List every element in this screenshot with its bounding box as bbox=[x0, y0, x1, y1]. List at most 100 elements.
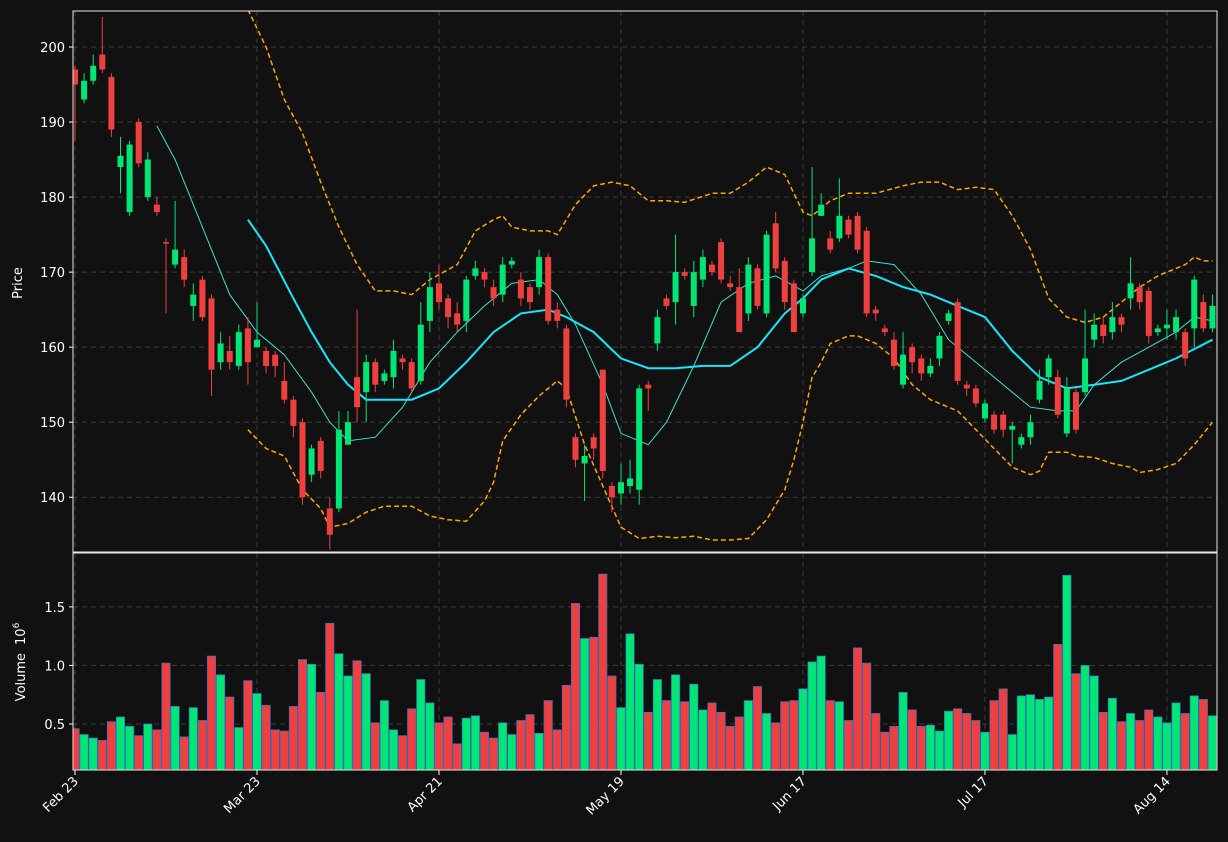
volume-bar bbox=[1089, 675, 1099, 770]
volume-bar bbox=[225, 696, 235, 770]
candle-body bbox=[1036, 380, 1043, 400]
candle-body bbox=[1109, 317, 1116, 333]
volume-bar bbox=[489, 737, 499, 770]
volume-bar bbox=[889, 725, 899, 770]
volume-bar bbox=[1107, 697, 1117, 770]
volume-bar bbox=[561, 684, 571, 770]
candle-body bbox=[981, 403, 988, 419]
volume-bar bbox=[188, 707, 198, 770]
volume-scale-exponent: 6 bbox=[12, 622, 22, 628]
volume-bar bbox=[661, 700, 672, 770]
candle-body bbox=[645, 384, 652, 389]
candle-body bbox=[162, 242, 170, 244]
candle-body bbox=[217, 343, 224, 363]
candle-body bbox=[1118, 317, 1125, 325]
price-plot bbox=[73, 11, 1217, 552]
candle-body bbox=[144, 159, 151, 198]
volume-bar bbox=[370, 722, 380, 770]
candle-body bbox=[617, 482, 624, 494]
volume-bar bbox=[871, 713, 881, 770]
candle-body bbox=[1091, 324, 1098, 340]
candle-body bbox=[1054, 377, 1061, 415]
candle-body bbox=[563, 328, 570, 400]
candle-body bbox=[290, 399, 297, 426]
candle-body bbox=[963, 384, 970, 389]
candle-body bbox=[226, 350, 233, 363]
candle-body bbox=[845, 219, 852, 235]
volume-bar bbox=[880, 731, 890, 770]
candle-body bbox=[690, 272, 697, 306]
candle-body bbox=[736, 287, 743, 333]
indicator-line bbox=[247, 11, 1213, 324]
candle-body bbox=[499, 264, 506, 295]
volume-bar bbox=[634, 663, 644, 770]
volume-bar bbox=[443, 716, 453, 770]
volume-bar bbox=[625, 633, 635, 770]
volume-bar bbox=[980, 731, 990, 770]
volume-bar bbox=[598, 573, 608, 770]
volume-bar bbox=[1198, 699, 1208, 770]
volume-bar bbox=[343, 675, 353, 770]
volume-bar bbox=[216, 674, 226, 770]
candle-body bbox=[1009, 425, 1016, 430]
volume-bar bbox=[234, 727, 244, 770]
candle-body bbox=[718, 242, 725, 280]
volume-bar bbox=[479, 731, 490, 770]
candle-body bbox=[99, 54, 106, 70]
candle-body bbox=[936, 335, 943, 359]
candle-body bbox=[435, 283, 442, 303]
candle-body bbox=[1200, 302, 1207, 329]
candle-body bbox=[1127, 283, 1134, 299]
candle-body bbox=[854, 215, 861, 250]
y-tick-label: 200 bbox=[40, 41, 65, 56]
volume-bar bbox=[1135, 720, 1145, 770]
volume-bar bbox=[288, 706, 298, 770]
candle-body bbox=[572, 437, 579, 460]
candle-body bbox=[135, 122, 142, 164]
volume-bar bbox=[1025, 694, 1035, 770]
candle-body bbox=[954, 302, 961, 381]
candle-body bbox=[900, 354, 907, 385]
candle-body bbox=[790, 283, 797, 333]
volume-bar bbox=[916, 725, 926, 770]
candle-body bbox=[781, 260, 788, 303]
candle-body bbox=[918, 358, 925, 374]
volume-bar bbox=[525, 714, 535, 770]
candle-body bbox=[172, 249, 179, 265]
volume-bar bbox=[206, 655, 217, 770]
volume-bar bbox=[934, 730, 944, 770]
candle-body bbox=[1163, 324, 1170, 329]
candle-body bbox=[1045, 358, 1052, 378]
volume-bar bbox=[425, 702, 435, 770]
candle-body bbox=[1063, 388, 1070, 434]
volume-bar bbox=[898, 692, 908, 770]
volume-bar bbox=[1098, 711, 1108, 770]
volume-bar bbox=[971, 720, 981, 770]
volume-bar bbox=[416, 679, 426, 770]
volume-bar bbox=[1035, 699, 1045, 770]
volume-bar bbox=[252, 693, 262, 770]
volume-bar bbox=[816, 655, 826, 770]
candle-body bbox=[663, 298, 670, 306]
volume-bar bbox=[106, 721, 116, 770]
candle-body bbox=[1018, 437, 1025, 445]
candle-body bbox=[208, 298, 215, 370]
candle-body bbox=[235, 332, 242, 366]
candle-body bbox=[772, 223, 779, 269]
candle-body bbox=[199, 279, 206, 318]
candle-body bbox=[909, 347, 916, 363]
candle-body bbox=[754, 268, 761, 306]
y-tick-label: 1.0 bbox=[44, 659, 65, 674]
volume-bar bbox=[434, 722, 444, 770]
volume-bar bbox=[143, 723, 153, 770]
volume-bar bbox=[725, 725, 735, 770]
volume-bar bbox=[1162, 722, 1172, 770]
candle-body bbox=[326, 508, 333, 535]
volume-bar bbox=[461, 717, 471, 770]
volume-bar bbox=[953, 708, 963, 770]
candle-body bbox=[445, 298, 452, 318]
candle-body bbox=[244, 328, 251, 363]
volume-bar bbox=[361, 673, 371, 770]
